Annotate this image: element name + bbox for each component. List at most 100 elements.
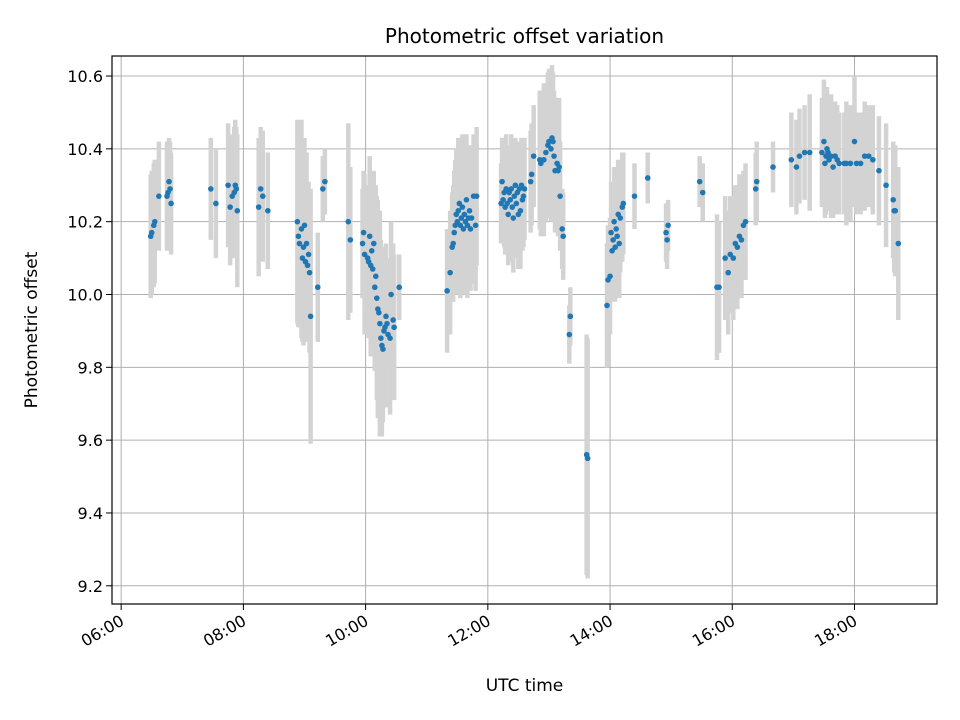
- data-point: [359, 240, 366, 247]
- data-point: [665, 222, 671, 229]
- data-point: [500, 197, 506, 203]
- data-point: [738, 237, 745, 243]
- data-point: [631, 193, 638, 199]
- data-point: [168, 200, 174, 207]
- y-tick-label: 9.4: [78, 504, 103, 523]
- data-point: [213, 200, 219, 207]
- data-point: [225, 182, 231, 189]
- data-point: [451, 229, 458, 236]
- data-point: [227, 204, 233, 210]
- data-point: [551, 153, 557, 159]
- data-point: [843, 160, 850, 167]
- data-point: [607, 273, 613, 280]
- data-point: [541, 156, 547, 163]
- data-point: [527, 178, 534, 185]
- data-point: [207, 186, 214, 192]
- data-point: [556, 164, 562, 170]
- data-point: [836, 160, 843, 167]
- y-axis-label: Photometric offset: [22, 251, 42, 408]
- data-point: [463, 197, 470, 203]
- data-point: [513, 200, 520, 207]
- data-point: [460, 226, 467, 232]
- data-point: [819, 149, 825, 156]
- data-point: [301, 222, 308, 229]
- data-point: [584, 455, 591, 462]
- data-point: [396, 284, 403, 291]
- data-point: [383, 313, 389, 320]
- data-point: [557, 193, 563, 199]
- data-point: [876, 167, 882, 174]
- data-point: [699, 189, 706, 196]
- data-point: [303, 240, 310, 247]
- data-point: [550, 138, 556, 145]
- data-point: [883, 182, 889, 189]
- data-point: [752, 186, 759, 192]
- y-tick-label: 10.4: [67, 140, 103, 159]
- data-point: [847, 160, 854, 167]
- y-tick-label: 10.6: [67, 67, 103, 86]
- data-point: [466, 207, 473, 214]
- data-point: [296, 240, 303, 247]
- y-tick-label: 9.8: [78, 358, 103, 377]
- data-point: [507, 197, 514, 203]
- data-point: [366, 233, 373, 240]
- data-point: [742, 218, 749, 225]
- data-point: [509, 204, 516, 210]
- data-point: [156, 193, 162, 199]
- data-point: [499, 178, 505, 185]
- data-point: [613, 226, 619, 232]
- data-point: [770, 164, 776, 170]
- data-point: [793, 164, 800, 170]
- data-point: [322, 178, 328, 185]
- data-point: [447, 269, 453, 276]
- data-point: [851, 138, 858, 145]
- data-point: [234, 207, 241, 214]
- data-point: [374, 295, 380, 301]
- data-point: [380, 346, 386, 352]
- data-point: [616, 240, 623, 247]
- data-point: [295, 233, 302, 240]
- data-point: [543, 149, 549, 156]
- data-point: [508, 186, 515, 192]
- data-point: [151, 218, 158, 225]
- y-tick-label: 10.0: [67, 285, 103, 304]
- data-point: [528, 171, 535, 178]
- data-point: [664, 237, 670, 243]
- data-point: [512, 182, 519, 189]
- data-point: [821, 138, 827, 145]
- data-point: [467, 226, 474, 232]
- y-tick-label: 9.2: [78, 577, 103, 596]
- data-point: [304, 262, 311, 269]
- data-point: [459, 204, 466, 210]
- x-axis-label: UTC time: [486, 676, 564, 696]
- data-point: [307, 313, 314, 320]
- data-point: [233, 186, 240, 192]
- data-point: [444, 288, 450, 294]
- data-point: [806, 149, 813, 156]
- data-point: [796, 153, 803, 159]
- data-point: [387, 335, 393, 341]
- data-point: [468, 215, 475, 221]
- data-point: [371, 284, 378, 291]
- y-axis: 9.2 9.4 9.6 9.8 10.0 10.2 10.4 10.6: [67, 67, 112, 596]
- data-point: [370, 240, 377, 247]
- data-point: [378, 335, 384, 341]
- data-point: [822, 160, 828, 167]
- data-point: [505, 211, 512, 218]
- data-point: [521, 186, 528, 192]
- data-point: [612, 244, 618, 250]
- data-point: [257, 186, 264, 192]
- data-point: [828, 153, 834, 159]
- data-point: [730, 255, 737, 261]
- data-point: [461, 211, 468, 218]
- data-point: [830, 164, 836, 170]
- plot-frame: [111, 55, 938, 605]
- data-point: [610, 237, 616, 243]
- data-point: [384, 320, 390, 327]
- data-point: [870, 156, 876, 163]
- data-point: [620, 200, 627, 207]
- data-point: [895, 240, 902, 247]
- data-point: [617, 215, 624, 221]
